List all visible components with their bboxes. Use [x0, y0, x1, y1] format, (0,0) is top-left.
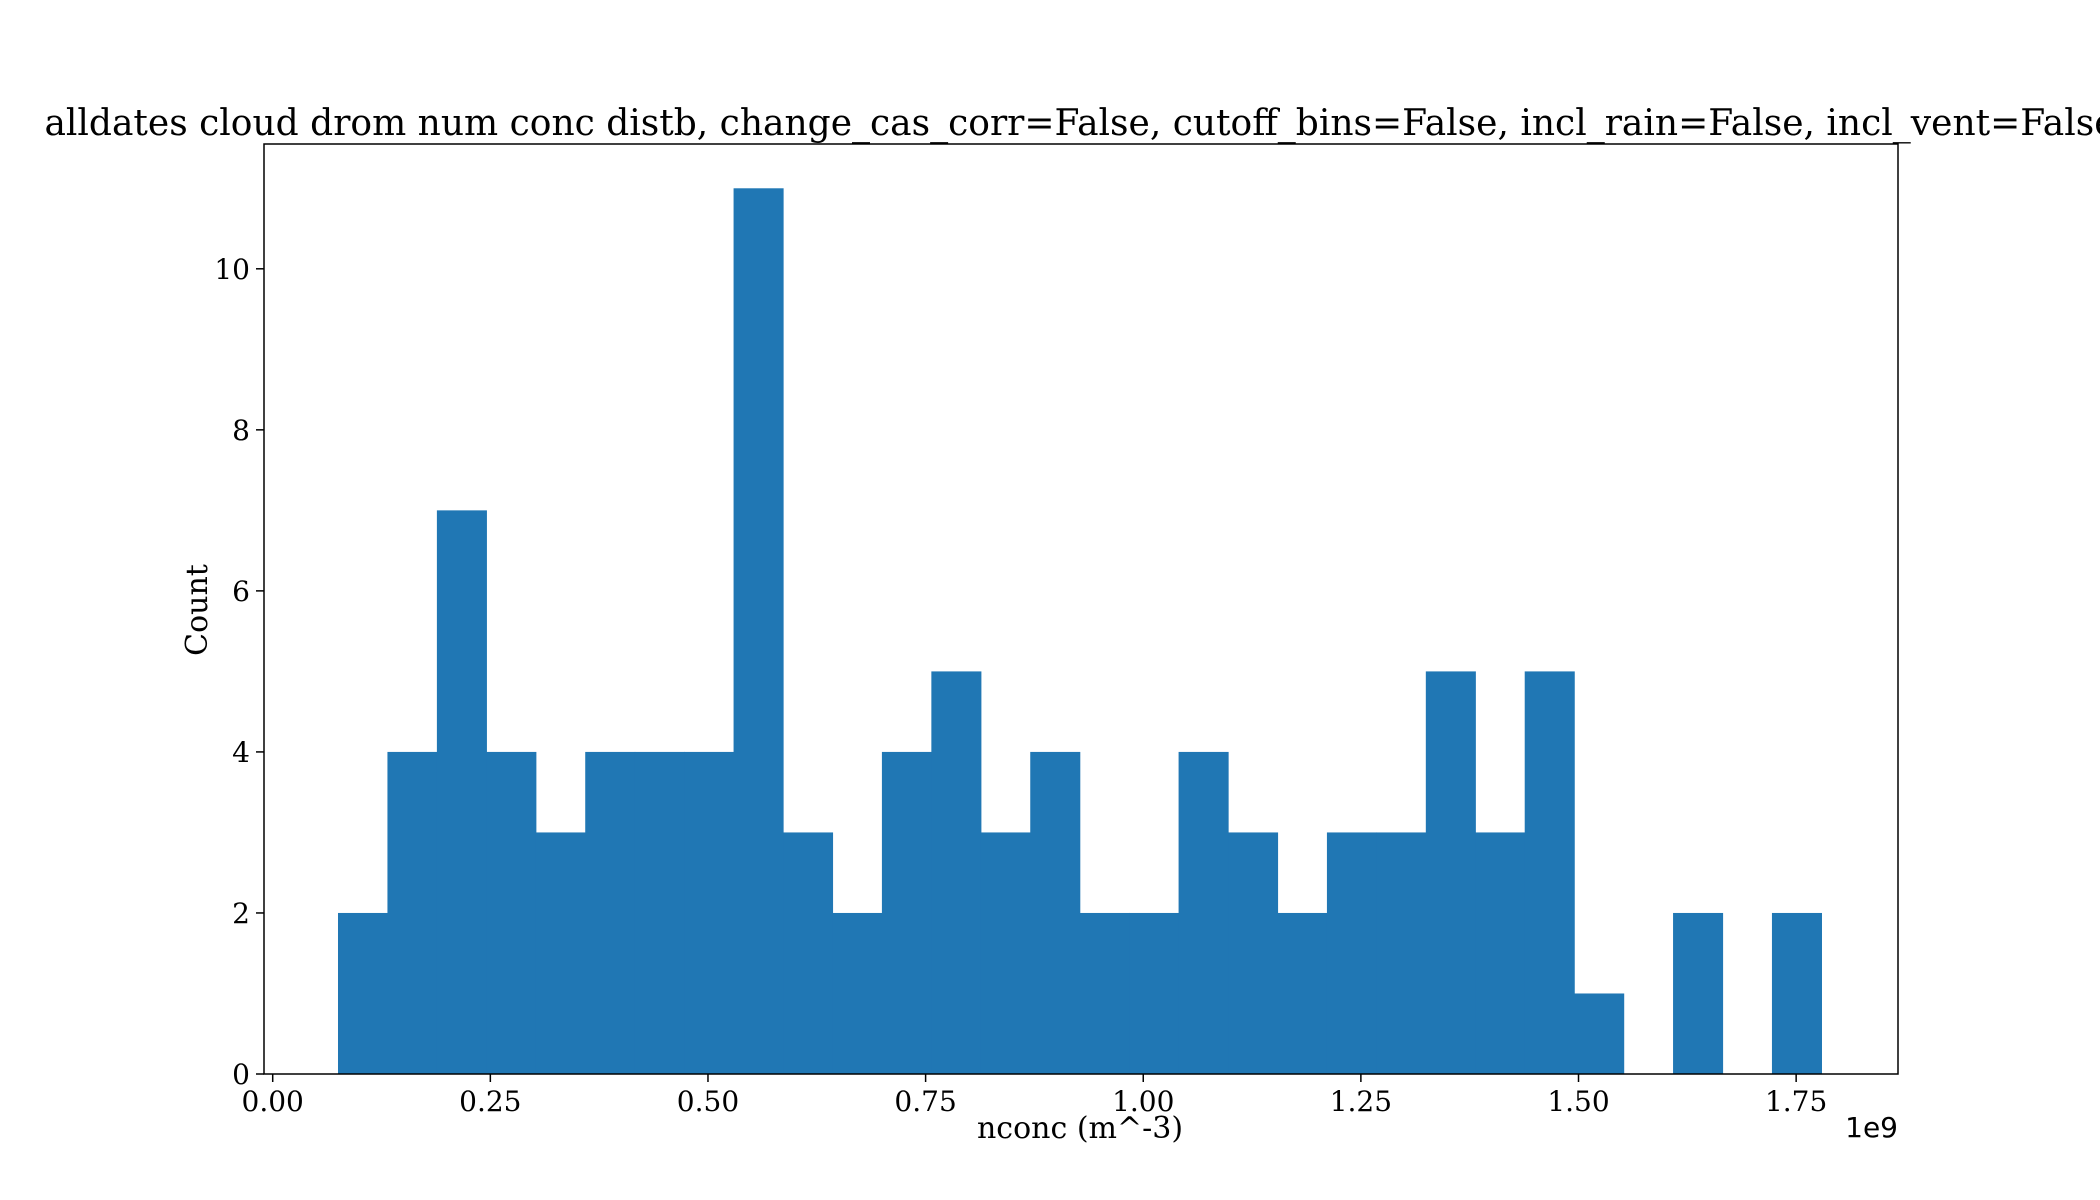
- y-tick-label: 10: [214, 253, 250, 286]
- y-axis-label: Count: [180, 564, 215, 656]
- x-tick-label: 1.00: [1112, 1085, 1174, 1118]
- x-axis-ticks: 0.00 0.25 0.50 0.75 1.00 1.25 1.50 1.75: [242, 1074, 1827, 1118]
- histogram-bar: [684, 751, 735, 1074]
- x-tick-label: 0.25: [459, 1085, 521, 1118]
- histogram-bar: [634, 751, 685, 1074]
- histogram-bar: [436, 510, 487, 1074]
- histogram-bar: [535, 832, 586, 1074]
- x-axis-offset-label: 1e9: [1845, 1111, 1898, 1144]
- chart-title: alldates cloud drom num conc distb, chan…: [44, 103, 2100, 144]
- y-tick-label: 4: [232, 736, 250, 769]
- histogram-bar: [1030, 751, 1081, 1074]
- histogram-bar: [783, 832, 834, 1074]
- histogram-bar: [1771, 912, 1822, 1074]
- histogram-bar: [1079, 912, 1130, 1074]
- histogram-bars: [337, 188, 1822, 1075]
- histogram-bar: [1277, 912, 1328, 1074]
- histogram-bar: [1228, 832, 1279, 1074]
- histogram-bar: [1425, 671, 1476, 1074]
- histogram-bar: [337, 912, 389, 1074]
- histogram-bar: [1178, 751, 1229, 1074]
- histogram-bar: [832, 912, 883, 1074]
- x-tick-label: 0.00: [242, 1085, 304, 1118]
- histogram-bar: [980, 832, 1031, 1074]
- histogram-bar: [486, 751, 537, 1074]
- y-tick-label: 8: [232, 414, 250, 447]
- histogram-bar: [387, 751, 438, 1074]
- histogram-bar: [1475, 832, 1526, 1074]
- plot-frame: [263, 143, 1899, 1075]
- histogram-bar: [931, 671, 982, 1074]
- histogram-bar: [1376, 832, 1427, 1074]
- y-tick-label: 6: [232, 575, 250, 608]
- histogram-bar: [1129, 912, 1180, 1074]
- histogram-bar: [881, 751, 932, 1074]
- x-tick-label: 1.75: [1765, 1085, 1827, 1118]
- x-tick-label: 0.75: [894, 1085, 956, 1118]
- x-axis-label: nconc (m^-3): [977, 1111, 1183, 1146]
- y-axis-ticks: 0 2 4 6 8 10: [214, 253, 264, 1091]
- x-tick-label: 1.50: [1547, 1085, 1609, 1118]
- histogram-bar: [1574, 993, 1625, 1074]
- x-tick-label: 0.50: [677, 1085, 739, 1118]
- histogram-bar: [585, 751, 636, 1074]
- x-tick-label: 1.25: [1330, 1085, 1392, 1118]
- histogram-bar: [1326, 832, 1377, 1074]
- histogram-bar: [1673, 912, 1724, 1074]
- histogram-bar: [1524, 671, 1575, 1074]
- y-tick-label: 2: [232, 897, 250, 930]
- y-tick-label: 0: [232, 1058, 250, 1091]
- histogram-bar: [733, 188, 784, 1075]
